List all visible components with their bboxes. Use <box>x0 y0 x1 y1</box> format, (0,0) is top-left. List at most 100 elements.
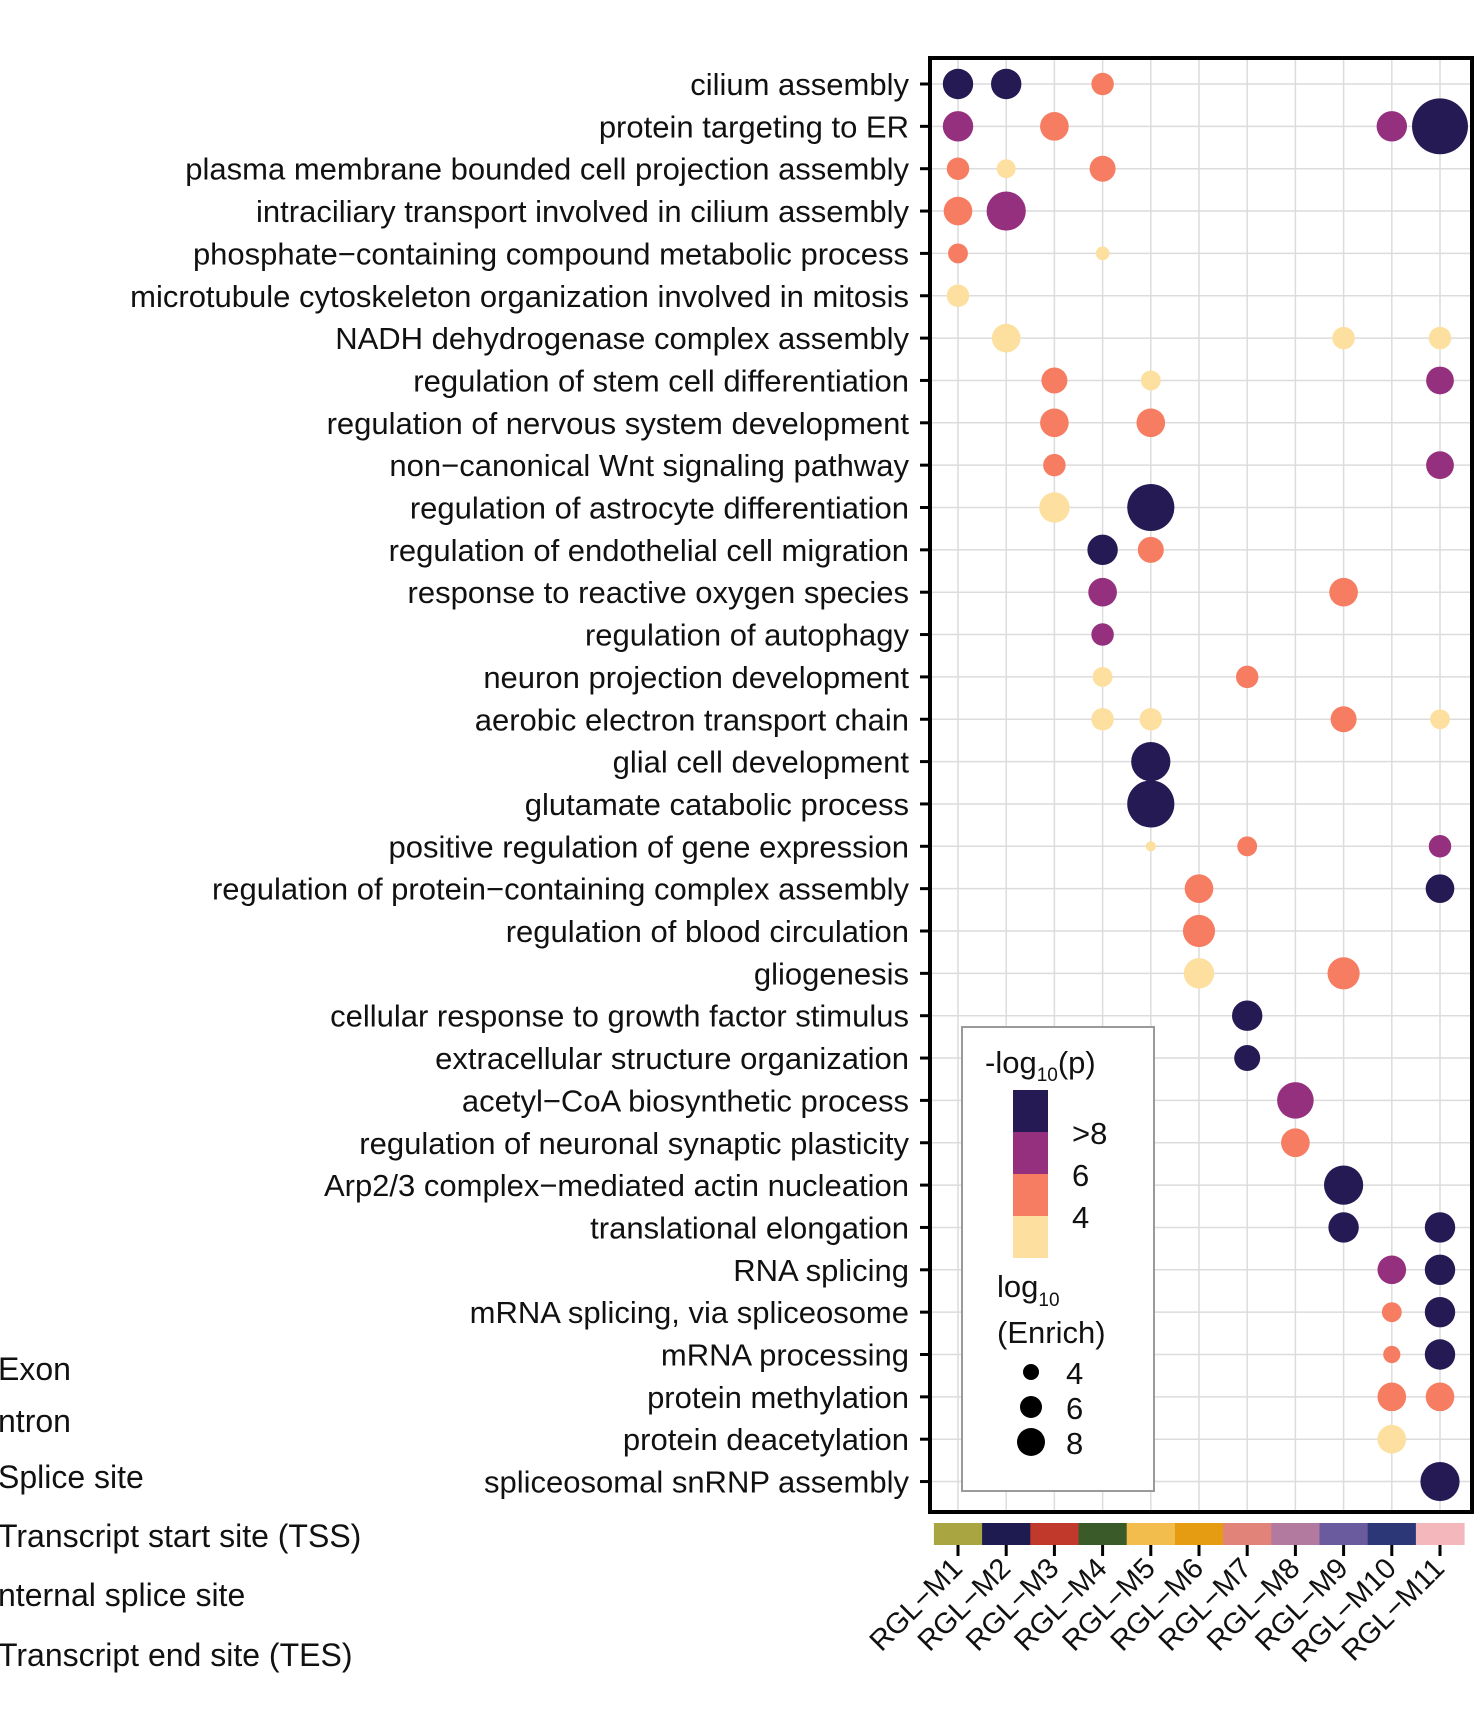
enrichment-dot <box>1182 914 1216 948</box>
enrichment-dot <box>986 191 1026 231</box>
color-key-swatch <box>1013 1132 1048 1174</box>
legend: -log10(p) >8 6 4 log10 (Enrich) 4 6 8 <box>961 1026 1155 1492</box>
enrichment-dot <box>1377 1382 1407 1412</box>
term-label: acetyl−CoA biosynthetic process <box>462 1083 909 1118</box>
module-color-swatch <box>1174 1523 1224 1545</box>
enrichment-dot <box>1095 246 1110 261</box>
term-label: regulation of endothelial cell migration <box>389 533 909 568</box>
enrichment-dot <box>1330 706 1357 733</box>
enrichment-dot <box>1428 326 1452 350</box>
color-key-swatch <box>1013 1174 1048 1216</box>
enrichment-dot <box>1383 1345 1401 1364</box>
size-legend-keys <box>1017 1364 1045 1456</box>
enrichment-dot <box>1328 1212 1359 1243</box>
enrichment-dot <box>1428 835 1452 858</box>
enrichment-dot <box>943 196 973 226</box>
enrichment-dot <box>1327 957 1360 990</box>
enrichment-dot <box>1039 492 1070 523</box>
enrichment-dot <box>1040 408 1069 438</box>
term-label: regulation of protein−containing complex… <box>212 872 910 907</box>
term-label: protein methylation <box>647 1380 909 1415</box>
enrichment-dot <box>1091 708 1114 731</box>
side-label: nternal splice site <box>0 1577 245 1613</box>
term-label: protein deacetylation <box>623 1422 909 1457</box>
term-label: plasma membrane bounded cell projection … <box>185 152 909 187</box>
enrichment-dot <box>1237 836 1258 857</box>
enrichment-dot <box>946 284 970 307</box>
module-color-swatch <box>1126 1523 1176 1545</box>
module-color-swatch <box>1078 1523 1128 1545</box>
enrichment-dot <box>1281 1128 1310 1158</box>
enrichment-dot <box>1088 577 1117 607</box>
enrichment-dot <box>1332 326 1355 350</box>
enrichment-dot <box>1381 1302 1402 1323</box>
legend-box <box>961 1026 1155 1492</box>
color-key-swatch <box>1013 1216 1048 1258</box>
size-break-6: 6 <box>1066 1391 1083 1426</box>
size-key-dot <box>1020 1396 1042 1418</box>
enrichment-dot <box>1092 666 1113 687</box>
enrichment-dot <box>1329 577 1358 607</box>
term-label: regulation of nervous system development <box>327 406 910 441</box>
enrichment-dot <box>1131 742 1171 782</box>
term-label: regulation of stem cell differentiation <box>413 363 909 398</box>
enrichment-dot <box>1426 366 1454 395</box>
size-legend-title-line2: (Enrich) <box>997 1315 1106 1350</box>
term-label: cilium assembly <box>690 67 909 102</box>
module-color-swatch <box>1271 1523 1320 1545</box>
y-axis: cilium assembly protein targeting to ER pl… <box>130 67 930 1500</box>
term-label: Arp2/3 complex−mediated actin nucleation <box>324 1168 909 1203</box>
enrichment-dot <box>1087 534 1118 566</box>
term-label: phosphate−containing compound metabolic … <box>193 236 909 271</box>
enrichment-dot <box>1041 367 1068 394</box>
enrichment-dot <box>1232 1000 1263 1031</box>
side-label: Splice site <box>0 1459 144 1495</box>
plot-panel-border <box>928 56 1474 1514</box>
enrichment-dot <box>996 159 1016 179</box>
term-label: regulation of astrocyte differentiation <box>410 491 909 526</box>
enrichment-dot <box>942 68 974 100</box>
size-key-dot <box>1023 1364 1039 1380</box>
enrichment-dot <box>948 243 968 264</box>
module-color-swatch <box>1367 1523 1417 1545</box>
enrichment-dot <box>1235 665 1259 689</box>
term-label: gliogenesis <box>754 956 909 991</box>
enrichment-dot <box>1091 72 1114 96</box>
side-label: Transcript start site (TSS) <box>0 1518 361 1554</box>
enrichment-dot <box>1412 98 1468 155</box>
enrichment-dot <box>1424 1296 1456 1328</box>
enrichment-dot <box>1377 1424 1407 1454</box>
enrichment-dot <box>1127 780 1175 828</box>
enrichment-dot <box>1127 483 1175 532</box>
side-labels: Exon ntron Splice site Transcript start sit… <box>0 1351 361 1673</box>
term-label: spliceosomal snRNP assembly <box>484 1465 909 1500</box>
color-key-swatch <box>1013 1090 1048 1132</box>
size-key-dot <box>1017 1428 1045 1456</box>
side-label: Exon <box>0 1351 71 1387</box>
color-legend-keys <box>1013 1090 1048 1258</box>
term-label: regulation of autophagy <box>585 618 910 653</box>
term-label: translational elongation <box>590 1210 909 1245</box>
enrichment-dot <box>1277 1082 1314 1119</box>
enrichment-dot <box>1424 1339 1456 1370</box>
term-label: aerobic electron transport chain <box>475 702 909 737</box>
side-label: ntron <box>0 1403 71 1439</box>
term-label: glial cell development <box>613 745 910 780</box>
color-break-6: 6 <box>1072 1158 1089 1193</box>
term-label: cellular response to growth factor stimu… <box>330 999 909 1034</box>
enrichment-dot <box>1424 1254 1456 1286</box>
module-color-swatch <box>1223 1523 1272 1545</box>
enrichment-dot <box>1091 623 1114 646</box>
enrichment-dot <box>1145 841 1156 852</box>
term-label: glutamate catabolic process <box>525 787 909 822</box>
term-label: protein targeting to ER <box>599 109 909 144</box>
module-color-swatch <box>982 1523 1031 1545</box>
term-label: mRNA splicing, via spliceosome <box>470 1295 909 1330</box>
enrichment-dot <box>1424 1212 1456 1243</box>
enrichment-dot <box>1139 708 1163 731</box>
enrichment-dot <box>1043 453 1066 477</box>
enrichment-dot <box>1040 112 1069 141</box>
enrichment-dot <box>942 111 974 142</box>
term-label: non−canonical Wnt signaling pathway <box>389 448 909 483</box>
